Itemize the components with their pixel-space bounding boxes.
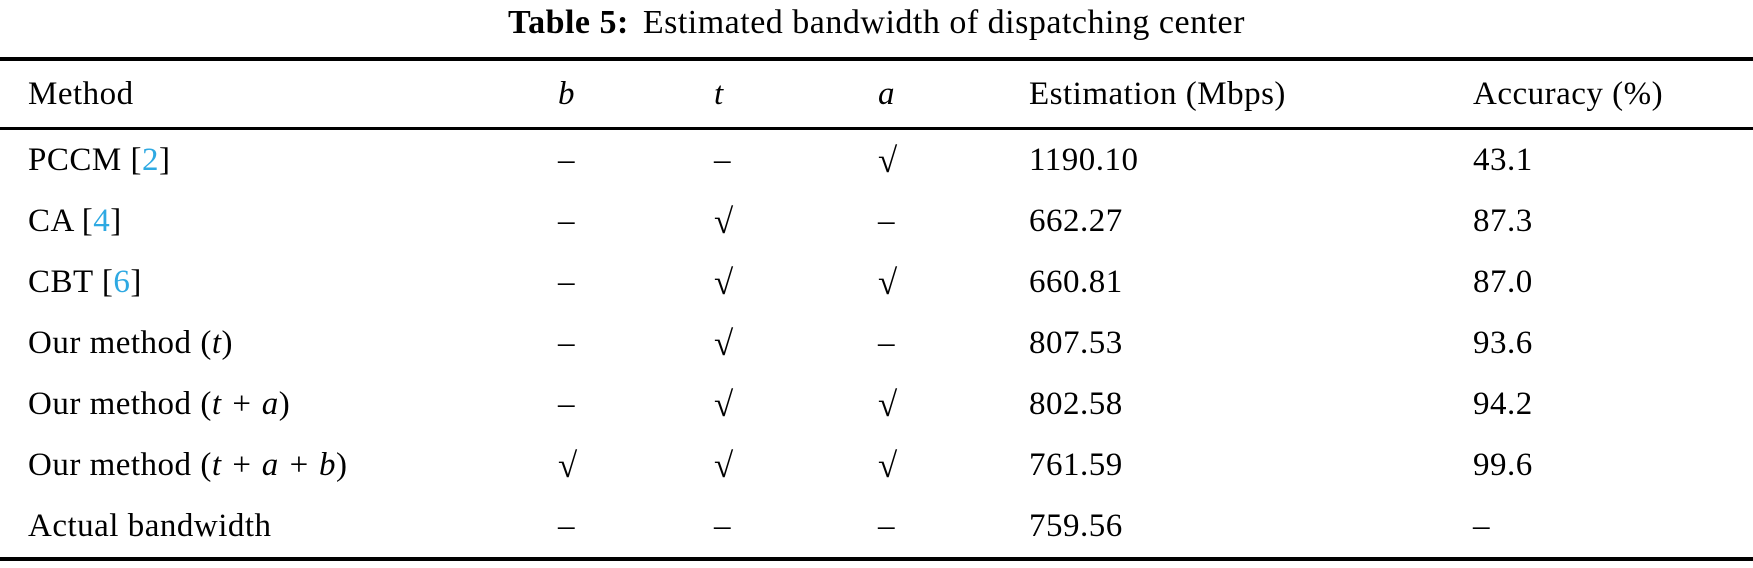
header-t-label: t — [714, 75, 724, 112]
citation-link[interactable]: 2 — [141, 142, 159, 178]
table-caption-text: Estimated bandwidth of dispatching cente… — [642, 4, 1245, 41]
estimation-cell: 802.58 — [1029, 386, 1123, 422]
a-cell: – — [878, 203, 895, 239]
a-cell: √ — [878, 445, 898, 485]
header-b-label: b — [558, 75, 575, 112]
method-params: t — [211, 325, 222, 361]
cite-bracket-close: ] — [158, 142, 171, 178]
method-name: CBT — [28, 264, 102, 300]
b-cell: – — [558, 142, 575, 178]
params-paren-open: ( — [200, 386, 212, 422]
bandwidth-table: Method b t a Estimation (Mbps) Accuracy … — [0, 57, 1753, 561]
params-paren-close: ) — [278, 386, 291, 422]
method-cell: Our method (t + a) — [0, 374, 558, 435]
accuracy-cell: 43.1 — [1473, 142, 1533, 178]
a-cell: √ — [878, 140, 898, 180]
cite-bracket-open: [ — [130, 142, 142, 178]
header-a-label: a — [878, 75, 895, 112]
method-cell: CBT [6] — [0, 252, 558, 313]
method-name: CA — [28, 203, 82, 239]
params-paren-close: ) — [221, 325, 233, 361]
table-row: Our method (t) – √ – 807.53 93.6 — [0, 313, 1753, 374]
method-name: Our method — [28, 386, 201, 422]
method-cell: CA [4] — [0, 191, 558, 252]
accuracy-cell: 87.3 — [1473, 203, 1533, 239]
header-a: a — [878, 59, 1029, 130]
header-method: Method — [0, 59, 558, 130]
header-t: t — [714, 59, 878, 130]
method-params: t + a — [211, 386, 279, 422]
a-cell: √ — [878, 384, 898, 424]
b-cell: √ — [558, 445, 578, 485]
table-caption: Table 5: Estimated bandwidth of dispatchi… — [0, 0, 1753, 57]
method-cell: PCCM [2] — [0, 129, 558, 192]
accuracy-cell: 93.6 — [1473, 325, 1533, 361]
a-cell: – — [878, 325, 895, 361]
params-paren-open: ( — [200, 325, 212, 361]
a-cell: √ — [878, 262, 898, 302]
header-b: b — [558, 59, 714, 130]
b-cell: – — [558, 325, 575, 361]
b-cell: – — [558, 264, 575, 300]
citation-link[interactable]: 6 — [113, 264, 131, 300]
cite-bracket-open: [ — [81, 203, 94, 239]
t-cell: – — [714, 508, 731, 544]
params-paren-close: ) — [336, 447, 348, 483]
method-params: t + a + b — [211, 447, 337, 483]
t-cell: √ — [714, 384, 734, 424]
accuracy-cell: – — [1473, 508, 1490, 544]
params-paren-open: ( — [200, 447, 212, 483]
cite-bracket-close: ] — [130, 264, 142, 300]
b-cell: – — [558, 203, 575, 239]
b-cell: – — [558, 386, 575, 422]
cite-bracket-close: ] — [110, 203, 122, 239]
estimation-cell: 662.27 — [1029, 203, 1123, 239]
t-cell: √ — [714, 262, 734, 302]
estimation-cell: 759.56 — [1029, 508, 1123, 544]
accuracy-cell: 99.6 — [1473, 447, 1533, 483]
table-row: Our method (t + a + b) √ √ √ 761.59 99.6 — [0, 435, 1753, 496]
method-cell: Our method (t) — [0, 313, 558, 374]
table-row: CA [4] – √ – 662.27 87.3 — [0, 191, 1753, 252]
estimation-cell: 761.59 — [1029, 447, 1123, 483]
header-estimation: Estimation (Mbps) — [1029, 59, 1473, 130]
citation-link[interactable]: 4 — [93, 203, 111, 239]
t-cell: √ — [714, 201, 734, 241]
table-caption-label: Table 5: — [508, 4, 629, 41]
table-row: Our method (t + a) – √ √ 802.58 94.2 — [0, 374, 1753, 435]
header-accuracy: Accuracy (%) — [1473, 59, 1753, 130]
cite-bracket-open: [ — [101, 264, 114, 300]
table-row: PCCM [2] – – √ 1190.10 43.1 — [0, 129, 1753, 192]
estimation-cell: 807.53 — [1029, 325, 1123, 361]
table-row: CBT [6] – √ √ 660.81 87.0 — [0, 252, 1753, 313]
method-cell: Our method (t + a + b) — [0, 435, 558, 496]
accuracy-cell: 87.0 — [1473, 264, 1533, 300]
method-name: Our method — [28, 325, 201, 361]
method-cell: Actual bandwidth — [0, 496, 558, 559]
method-name: PCCM — [28, 142, 131, 178]
accuracy-cell: 94.2 — [1473, 386, 1533, 422]
table-row: Actual bandwidth – – – 759.56 – — [0, 496, 1753, 559]
estimation-cell: 660.81 — [1029, 264, 1123, 300]
estimation-cell: 1190.10 — [1029, 142, 1139, 178]
t-cell: – — [714, 142, 731, 178]
t-cell: √ — [714, 323, 734, 363]
method-name: Our method — [28, 447, 201, 483]
b-cell: – — [558, 508, 575, 544]
a-cell: – — [878, 508, 895, 544]
method-name: Actual bandwidth — [28, 508, 272, 544]
t-cell: √ — [714, 445, 734, 485]
header-row: Method b t a Estimation (Mbps) Accuracy … — [0, 59, 1753, 130]
